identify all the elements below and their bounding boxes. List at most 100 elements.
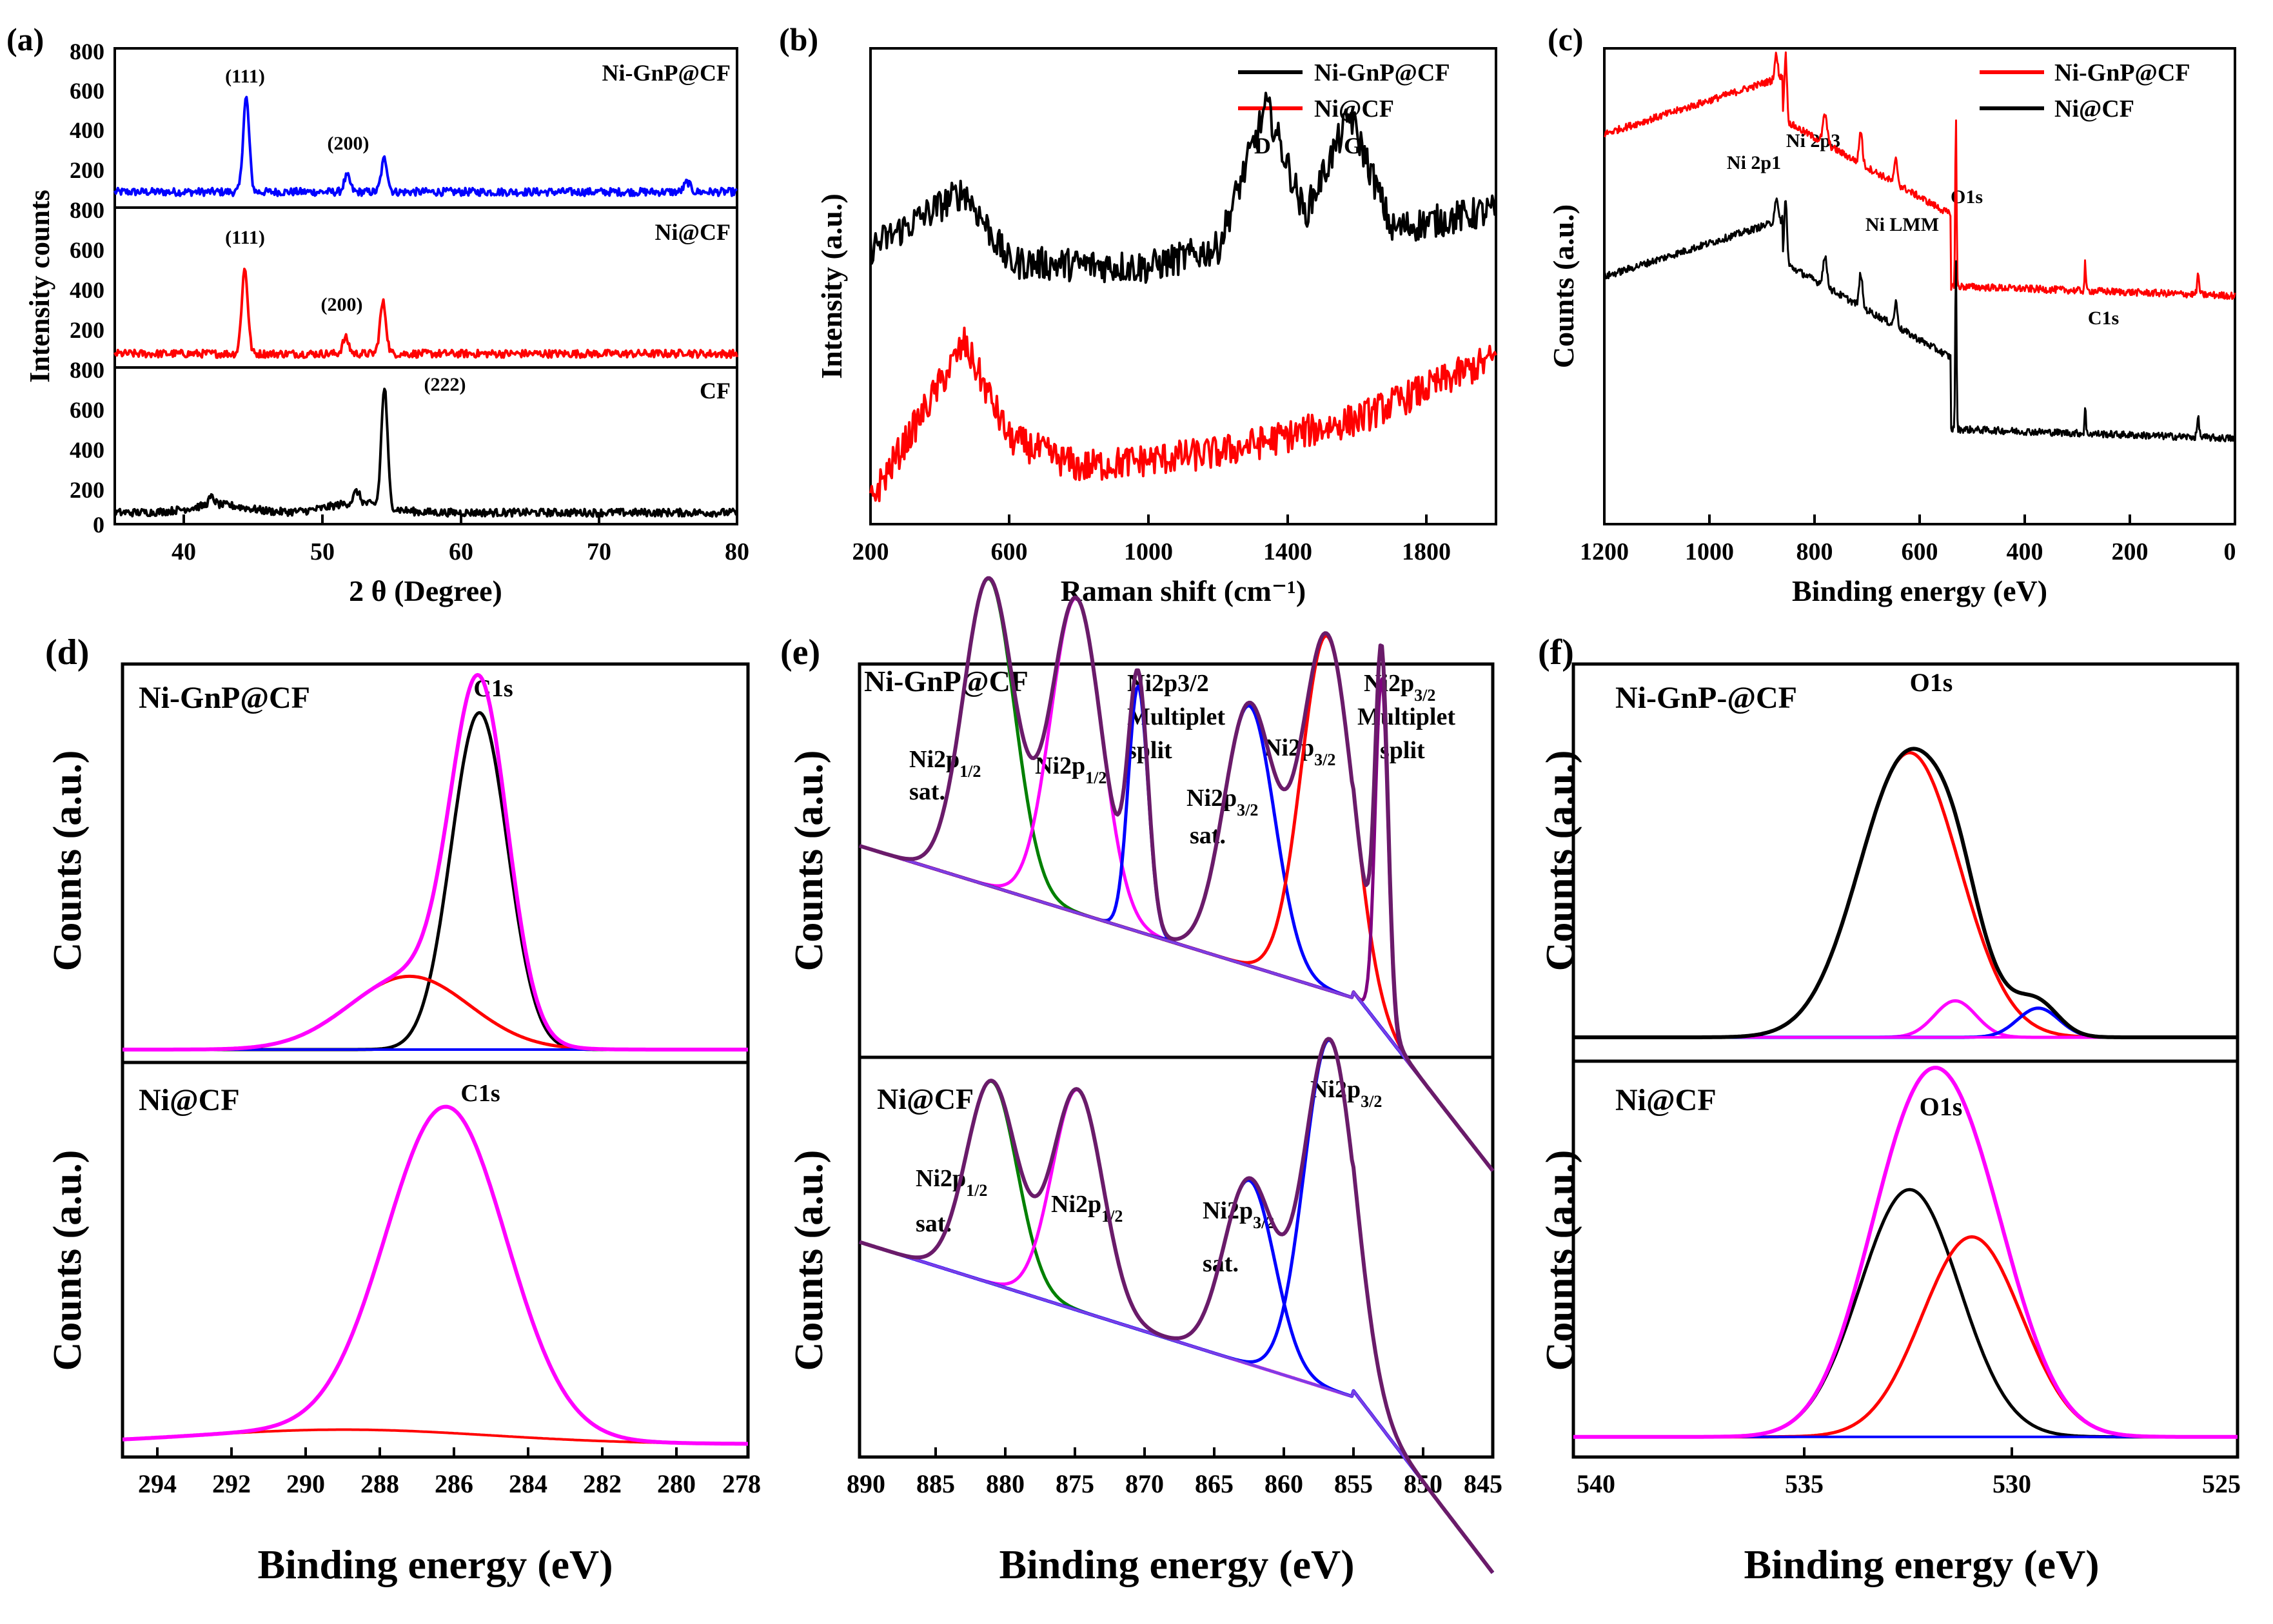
tick-label: 800: [70, 39, 104, 64]
tick-label: 855: [1334, 1469, 1373, 1498]
background-line: [859, 1240, 1494, 1574]
sample-name: Ni-GnP-@CF: [1615, 681, 1797, 715]
tick-label: 540: [1577, 1469, 1615, 1498]
curves: [113, 95, 738, 524]
y-ticks: 800 600 400 200 800 600 400 200 800 600 …: [70, 39, 104, 538]
series-name: Ni@CF: [655, 219, 731, 245]
peak-label: C1s: [460, 1080, 500, 1107]
y-axis-label: Counts (a.u.): [1539, 750, 1582, 972]
envelope-curve: [859, 1037, 1495, 1574]
sample-name: Ni-GnP@CF: [139, 681, 310, 715]
panel-a: (a) 800 600 400 200 800 600 400 200 800 …: [6, 21, 749, 607]
x-axis-label: Binding energy (eV): [257, 1541, 613, 1587]
envelope-curve: [1573, 1066, 2238, 1439]
peak-label: Ni2p3/2: [1364, 670, 1435, 705]
fit-component: [1573, 751, 2238, 1039]
x-axis-label: 2 θ (Degree): [349, 574, 502, 607]
panel-label: (a): [6, 21, 44, 57]
tick-label: 70: [587, 538, 611, 565]
peak-label: Ni LMM: [1865, 214, 1939, 235]
xrd-series-CF: [113, 387, 738, 518]
peak-label: (111): [225, 227, 265, 248]
plot-frame: [121, 662, 750, 1459]
x-axis-label: Binding energy (eV): [1744, 1541, 2099, 1587]
tick-label: 1400: [1263, 538, 1312, 565]
panel-label: (f): [1538, 632, 1574, 672]
x-axis-label: Binding energy (eV): [1792, 574, 2047, 607]
tick-label: 400: [2007, 538, 2043, 565]
x-ticks: 40 50 60 70 80: [172, 538, 749, 565]
tick-label: 875: [1056, 1469, 1094, 1498]
peak-label: Multiplet: [1357, 703, 1455, 730]
tick-label: 800: [70, 357, 104, 383]
y-axis-label: Intensity counts: [24, 190, 55, 383]
y-axis-label: Counts (a.u.): [1547, 204, 1580, 368]
tick-label: 40: [172, 538, 196, 565]
y-axis-label: Counts (a.u.): [46, 1150, 90, 1371]
envelope-curve: [859, 576, 1495, 1172]
tick-label: 890: [847, 1469, 885, 1498]
fit-component: [1573, 1006, 2238, 1039]
y-axis-label: Intensity (a.u.): [815, 193, 848, 379]
tick-label: 600: [70, 78, 104, 104]
raman-series-Ni@CF: [869, 326, 1497, 502]
fit-component: [859, 1088, 1494, 1574]
sample-name: Ni@CF: [139, 1083, 240, 1117]
tick-label: 600: [70, 397, 104, 423]
tick-label: 286: [435, 1469, 473, 1498]
tick-label: 845: [1464, 1469, 1502, 1498]
fit-component: [1573, 1235, 2238, 1439]
peak-label: O1s: [1920, 1092, 1963, 1121]
plot-frame: [1603, 47, 2236, 525]
tick-label: 885: [916, 1469, 955, 1498]
tick-label: 60: [449, 538, 473, 565]
peak-label: Ni2p3/2: [1310, 1076, 1382, 1111]
curves: [869, 92, 1497, 524]
tick-label: 292: [212, 1469, 251, 1498]
peak-label: (222): [424, 374, 466, 395]
tick-label: 1000: [1685, 538, 1734, 565]
tick-label: 200: [70, 157, 104, 183]
peak-label: Ni2p1/2: [916, 1165, 987, 1200]
x-ticks: 200 600 1000 1400 1800: [852, 538, 1451, 565]
tick-label: 400: [70, 437, 104, 463]
tick-label: 0: [93, 512, 104, 538]
x-ticks: 890 885 880 875 870 865 860 855 850 845: [847, 1469, 1502, 1498]
raman-series-Ni-GnP@CF: [869, 92, 1497, 284]
peak-label: C1s: [2088, 308, 2119, 329]
tick-label: 400: [70, 277, 104, 303]
series-name: Ni-GnP@CF: [602, 60, 731, 86]
panel-label: (b): [779, 21, 818, 57]
panel-e: (e) Counts (a.u.) Counts (a.u.) 890 885 …: [780, 576, 1502, 1587]
x-ticks: 1200 1000 800 600 400 200 0: [1580, 538, 2236, 565]
sample-name: Ni@CF: [877, 1082, 974, 1115]
xrd-series-Ni@CF: [113, 268, 738, 359]
tick-label: 280: [657, 1469, 696, 1498]
x-axis-label: Raman shift (cm⁻¹): [1061, 574, 1306, 607]
tick-label: 200: [70, 317, 104, 343]
y-axis-label: Counts (a.u.): [787, 750, 831, 972]
peak-label: C1s: [473, 675, 513, 702]
tick-label: 1000: [1124, 538, 1173, 565]
panel-label: (c): [1548, 21, 1584, 57]
plot-frame: [858, 662, 1495, 1459]
legend-entry: Ni-GnP@CF: [2054, 59, 2190, 86]
tick-label: 284: [509, 1469, 547, 1498]
panel-f: (f) Counts (a.u.) Counts (a.u.) 540 535 …: [1538, 632, 2241, 1587]
tick-label: 200: [2112, 538, 2149, 565]
fit-component: [859, 1179, 1494, 1574]
plot-frame: [869, 47, 1497, 525]
envelope-curve: [122, 1104, 749, 1446]
tick-label: 880: [986, 1469, 1025, 1498]
panel-d: (d) Counts (a.u.) Counts (a.u.) 294 292 …: [45, 632, 761, 1587]
panel-c: (c) Counts (a.u.) 1200 1000 800 600 400 …: [1547, 21, 2236, 607]
fit-component: [1573, 999, 2238, 1039]
peak-label: Ni2p3/2: [1186, 785, 1258, 819]
peak-label: (200): [321, 294, 363, 315]
tick-label: 800: [70, 197, 104, 223]
tick-label: 50: [310, 538, 335, 565]
tick-label: 290: [286, 1469, 325, 1498]
tick-label: 400: [70, 117, 104, 143]
fit-component: [122, 974, 749, 1052]
curves: [1573, 747, 2238, 1457]
